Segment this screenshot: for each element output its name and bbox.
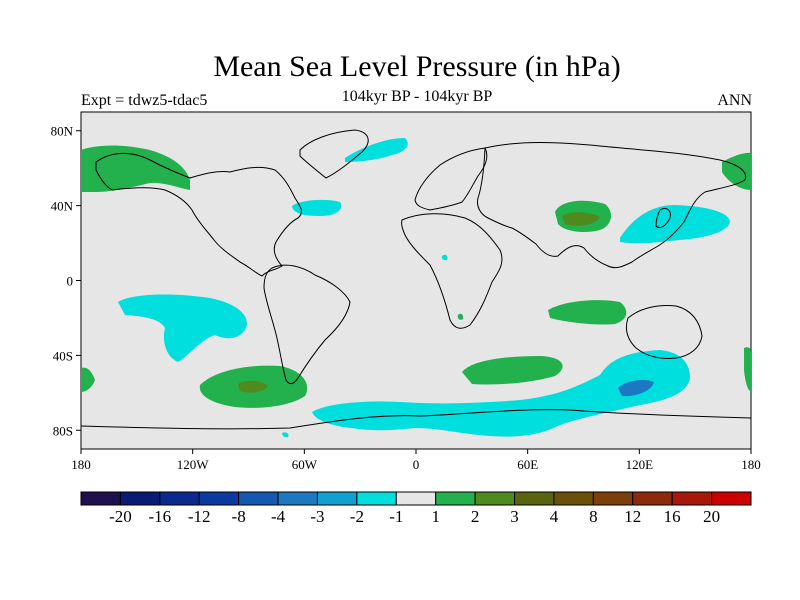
colorbar-swatch	[198, 491, 240, 506]
colorbar-label: 12	[624, 507, 641, 526]
colorbar-label: -20	[109, 507, 132, 526]
colorbar-label: -8	[232, 507, 246, 526]
colorbar-swatch	[159, 491, 200, 506]
colorbar-label: 20	[703, 507, 720, 526]
coastline-greenland	[299, 129, 369, 179]
anomaly-east-edge-positive	[744, 347, 751, 392]
anomaly-east-pacific-negative	[118, 294, 247, 362]
season-label: ANN	[717, 92, 752, 109]
lon-tick-label: 0	[413, 457, 420, 472]
lon-tick-label: 180	[741, 457, 761, 472]
colorbar-swatch	[435, 491, 476, 506]
coastline-asia	[477, 142, 747, 269]
coastline-south-america	[263, 264, 351, 385]
coastline-antarctica	[80, 409, 752, 430]
pressure-anomaly-layer	[81, 138, 751, 438]
colorbar-swatch	[238, 491, 279, 506]
colorbar-label: 2	[471, 507, 480, 526]
coastline-layer	[80, 129, 752, 430]
anomaly-alaska-positive	[81, 145, 190, 192]
anomaly-west-pacific-positive	[81, 367, 95, 392]
colorbar-swatch	[592, 491, 634, 506]
chart-title: Mean Sea Level Pressure (in hPa)	[213, 50, 621, 83]
colorbar-swatch	[514, 491, 555, 506]
coastline-japan	[655, 207, 671, 229]
colorbar: -20 -16 -12 -8 -4 -3 -2 -1 1 2 3 4 8 12 16 20	[80, 491, 752, 526]
lat-tick-label: 80N	[51, 124, 74, 139]
anomaly-north-atlantic-negative	[292, 199, 342, 216]
anomaly-east-africa-positive	[457, 313, 464, 320]
lat-tick-label: 0	[67, 274, 74, 289]
coastline-africa	[401, 213, 503, 329]
colorbar-label: -2	[350, 507, 364, 526]
experiment-label: Expt = tdwz5-tdac5	[81, 92, 208, 109]
colorbar-swatch	[474, 491, 516, 506]
anomaly-greenland-negative	[345, 138, 408, 162]
colorbar-swatch	[277, 491, 318, 506]
longitude-axis: 180 120W 60W 0 60E 120E 180	[71, 449, 761, 472]
colorbar-swatch	[671, 491, 713, 506]
lon-tick-label: 60W	[292, 457, 318, 472]
anomaly-china-core	[562, 212, 600, 226]
colorbar-label: 4	[550, 507, 559, 526]
colorbar-swatch	[316, 491, 358, 506]
anomaly-southern-ocean-core	[618, 380, 654, 397]
colorbar-swatch	[119, 491, 161, 506]
anomaly-drake-negative	[282, 432, 289, 438]
anomaly-south-atlantic-positive	[462, 356, 563, 385]
latitude-axis: 80N 40N 0 40S 80S	[51, 124, 81, 438]
colorbar-swatch	[356, 491, 397, 506]
anomaly-south-pacific-core	[238, 380, 268, 393]
colorbar-swatch	[632, 491, 673, 506]
colorbar-label: 1	[431, 507, 440, 526]
colorbar-label: 3	[510, 507, 519, 526]
chart-subtitle: 104kyr BP - 104kyr BP	[341, 88, 493, 105]
lon-tick-label: 180	[71, 457, 91, 472]
colorbar-label: -4	[271, 507, 286, 526]
anomaly-northwest-pacific-negative	[620, 205, 730, 244]
lat-tick-label: 80S	[53, 423, 73, 438]
anomaly-southern-ocean-negative	[312, 350, 690, 437]
colorbar-swatch	[80, 491, 121, 506]
colorbar-swatch	[711, 491, 752, 506]
colorbar-label: 16	[664, 507, 681, 526]
lat-tick-label: 40S	[53, 348, 73, 363]
colorbar-label: -3	[310, 507, 324, 526]
anomaly-indian-ocean-positive	[548, 300, 627, 325]
colorbar-swatch	[395, 491, 437, 506]
colorbar-label: -1	[389, 507, 403, 526]
colorbar-label: 8	[589, 507, 598, 526]
coastline-europe	[414, 147, 488, 211]
colorbar-label: -16	[148, 507, 171, 526]
lat-tick-label: 40N	[51, 199, 74, 214]
coastline-north-america	[95, 153, 302, 277]
lon-tick-label: 60E	[517, 457, 538, 472]
colorbar-swatch	[553, 491, 594, 506]
anomaly-africa-negative	[441, 254, 448, 261]
colorbar-label: -12	[188, 507, 211, 526]
coastline-australia	[625, 305, 703, 359]
lon-tick-label: 120E	[626, 457, 654, 472]
lon-tick-label: 120W	[177, 457, 210, 472]
